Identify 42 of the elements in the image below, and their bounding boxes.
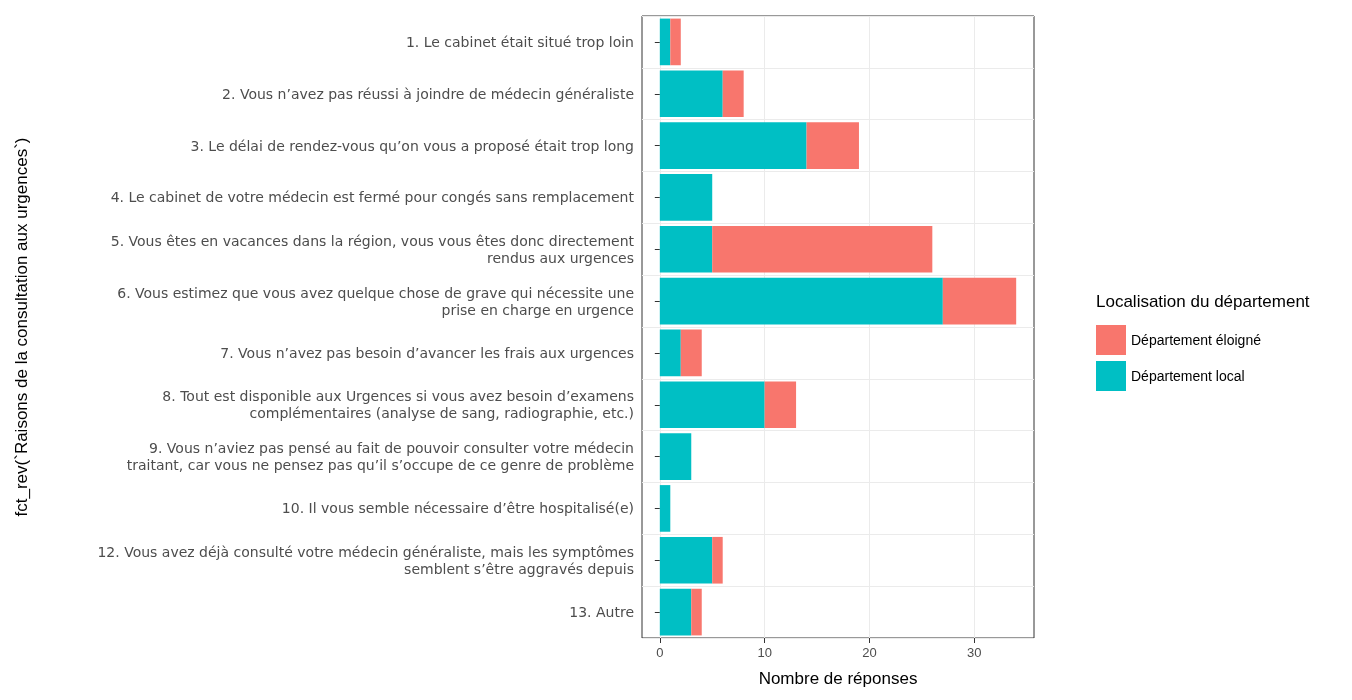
legend-title: Localisation du département xyxy=(1096,292,1310,311)
y-tick-label: 10. Il vous semble nécessaire d’être hospitalisé(e) xyxy=(281,500,634,517)
y-tick-label: 13. Autre xyxy=(569,604,634,621)
y-tick-label: 7. Vous n’avez pas besoin d’avancer les frais aux urgences xyxy=(220,344,634,361)
y-tick-label: 2. Vous n’avez pas réussi à joindre de médecin généraliste xyxy=(222,85,634,102)
bar xyxy=(659,70,723,118)
bar xyxy=(659,485,671,532)
bar xyxy=(942,277,1017,325)
legend-label: Département local xyxy=(1131,368,1245,384)
y-tick-label: 5. Vous êtes en vacances dans la région, vous vous êtes donc directement rendus aux urgences xyxy=(110,232,635,266)
y-tick-label: 12. Vous avez déjà consulté votre médecin généraliste, mais les symptômes semblent s’être aggravés depuis xyxy=(97,543,634,577)
bar xyxy=(680,329,702,377)
bar xyxy=(670,18,681,66)
bar xyxy=(659,433,692,480)
bar xyxy=(659,225,713,273)
y-tick-label: 1. Le cabinet était situé trop loin xyxy=(405,33,634,50)
bar xyxy=(659,536,713,584)
y-tick-label: 6. Vous estimez que vous avez quelque chose de grave qui nécessite une prise en charge en urgence xyxy=(117,284,634,318)
bar xyxy=(659,122,807,169)
bar xyxy=(712,536,723,584)
x-axis-title: Nombre de réponses xyxy=(758,669,918,688)
x-tick-label: 10 xyxy=(757,645,772,660)
y-tick-label: 9. Vous n’aviez pas pensé au fait de pouvoir consulter votre médecin traitant, car vous ne pensez pas qu’il s’occupe de ce genre de problème xyxy=(126,440,634,474)
bar xyxy=(806,122,859,169)
x-tick-label: 20 xyxy=(862,645,877,660)
y-axis-title: fct_rev(`Raisons de la consultation aux urgences`) xyxy=(12,137,31,517)
bar xyxy=(659,174,713,221)
bar xyxy=(712,225,933,273)
bar xyxy=(722,70,744,118)
bar xyxy=(659,277,943,325)
bar xyxy=(659,381,765,429)
y-tick-label: 4. Le cabinet de votre médecin est fermé pour congés sans remplacement xyxy=(110,189,635,206)
y-tick-label: 3. Le délai de rendez-vous qu’on vous a proposé était trop long xyxy=(190,137,634,154)
bar xyxy=(659,18,671,66)
bar xyxy=(764,381,797,429)
x-tick-label: 30 xyxy=(967,645,982,660)
legend-label: Département éloigné xyxy=(1131,332,1262,348)
bar xyxy=(659,329,681,377)
y-tick-label: 8. Tout est disponible aux Urgences si vous avez besoin d’examens complémentaires (analyse de sang, radiographie, etc.) xyxy=(162,388,634,422)
x-tick-label: 0 xyxy=(656,645,664,660)
bar xyxy=(659,588,692,636)
bar xyxy=(691,588,702,636)
